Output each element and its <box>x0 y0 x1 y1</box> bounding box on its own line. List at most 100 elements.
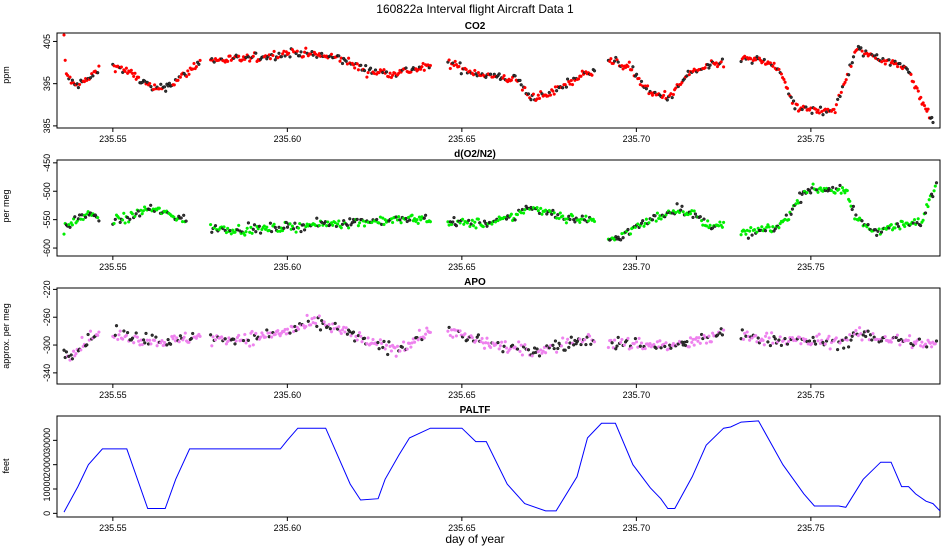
co2-data-point <box>362 68 367 73</box>
o2n2-data-point <box>749 226 753 230</box>
o2n2-data-point <box>296 226 301 230</box>
apo-data-point <box>929 345 934 349</box>
co2-data-point <box>644 87 648 91</box>
o2n2-data-point <box>428 220 432 224</box>
apo-data-point <box>177 340 181 344</box>
co2-data-point <box>304 46 308 50</box>
co2-data-point <box>271 53 275 58</box>
apo-data-point <box>424 332 428 336</box>
apo-data-point <box>380 341 384 345</box>
apo-data-point <box>823 342 827 346</box>
apo-data-point <box>754 334 758 338</box>
co2-data-point <box>226 59 230 63</box>
apo-data-point <box>815 334 819 338</box>
apo-data-point <box>362 336 367 340</box>
o2n2-data-point <box>157 206 161 210</box>
apo-data-point <box>485 336 489 340</box>
co2-data-point <box>817 111 821 115</box>
apo-data-point <box>559 344 564 348</box>
apo-data-point <box>569 335 573 339</box>
o2n2-data-point <box>674 210 678 215</box>
co2-data-point <box>916 89 920 93</box>
co2-data-point <box>650 93 655 97</box>
co2-data-point <box>62 33 66 37</box>
co2-data-point <box>721 65 726 69</box>
co2-data-point <box>621 67 625 71</box>
o2n2-data-point <box>790 207 794 211</box>
apo-plot-frame <box>56 287 941 385</box>
apo-data-point <box>333 321 337 325</box>
co2-data-point <box>320 51 324 55</box>
co2-data-point <box>329 52 334 56</box>
o2n2-data-point <box>246 221 250 225</box>
o2n2-data-point <box>62 232 66 236</box>
apo-data-point <box>393 346 397 350</box>
co2-data-point <box>63 58 67 62</box>
o2n2-data-point <box>419 218 423 222</box>
co2-data-point <box>132 74 136 78</box>
paltf-x-tick-label: 235.70 <box>623 523 651 533</box>
apo-data-point <box>132 341 136 345</box>
o2n2-data-point <box>583 218 587 222</box>
apo-data-point <box>563 348 567 352</box>
co2-data-point <box>273 58 277 62</box>
o2n2-data-point <box>535 206 539 210</box>
apo-data-point <box>637 336 641 340</box>
apo-data-point <box>169 342 173 346</box>
o2n2-data-point <box>331 223 335 227</box>
co2-data-point <box>419 67 423 71</box>
o2n2-data-point <box>285 225 290 229</box>
apo-data-point <box>69 353 73 357</box>
apo-data-point <box>251 343 255 347</box>
co2-data-point <box>579 74 583 78</box>
apo-data-point <box>64 350 68 354</box>
apo-data-point <box>761 338 765 342</box>
o2n2-data-point <box>523 208 527 212</box>
apo-data-point <box>296 327 301 331</box>
o2n2-data-point <box>133 214 137 218</box>
co2-data-point <box>228 54 232 58</box>
apo-data-point <box>756 336 760 340</box>
apo-data-point <box>518 349 522 353</box>
apo-data-point <box>564 341 568 345</box>
o2n2-data-point <box>509 212 513 216</box>
paltf-x-tick-label: 235.75 <box>797 523 825 533</box>
apo-data-point <box>658 339 662 343</box>
apo-data-point <box>587 334 592 338</box>
apo-data-point <box>583 338 587 342</box>
o2n2-data-point <box>675 202 679 206</box>
co2-data-point <box>576 77 581 81</box>
o2n2-data-point <box>299 230 303 234</box>
apo-data-point <box>626 336 630 340</box>
co2-data-point <box>484 75 488 79</box>
apo-data-point <box>787 339 791 344</box>
o2n2-data-point <box>259 231 263 235</box>
apo-data-point <box>496 341 500 345</box>
apo-data-point <box>498 344 502 348</box>
o2n2-data-point <box>760 225 764 229</box>
o2n2-data-point <box>884 227 888 231</box>
co2-data-point <box>153 83 157 87</box>
co2-data-point <box>388 71 392 75</box>
apo-data-point <box>535 347 539 351</box>
co2-x-tick-label: 235.70 <box>623 134 651 144</box>
co2-data-point <box>384 70 389 74</box>
co2-x-tick-label: 235.75 <box>797 134 825 144</box>
o2n2-data-point <box>698 215 702 219</box>
o2n2-data-point <box>235 228 239 232</box>
apo-data-point <box>143 341 147 345</box>
co2-data-point <box>627 60 631 64</box>
co2-data-point <box>404 66 408 70</box>
o2n2-data-point <box>245 226 249 230</box>
apo-data-point <box>589 342 593 346</box>
co2-data-point <box>714 61 718 65</box>
co2-data-point <box>630 68 634 72</box>
apo-data-point <box>243 332 247 337</box>
apo-data-point <box>71 349 76 353</box>
o2n2-data-point <box>934 181 939 185</box>
apo-data-point <box>140 343 144 347</box>
paltf-y-tick-label: 0 <box>42 511 52 516</box>
o2n2-data-point <box>845 189 849 193</box>
apo-data-point <box>382 339 386 343</box>
o2n2-data-point <box>294 230 298 234</box>
